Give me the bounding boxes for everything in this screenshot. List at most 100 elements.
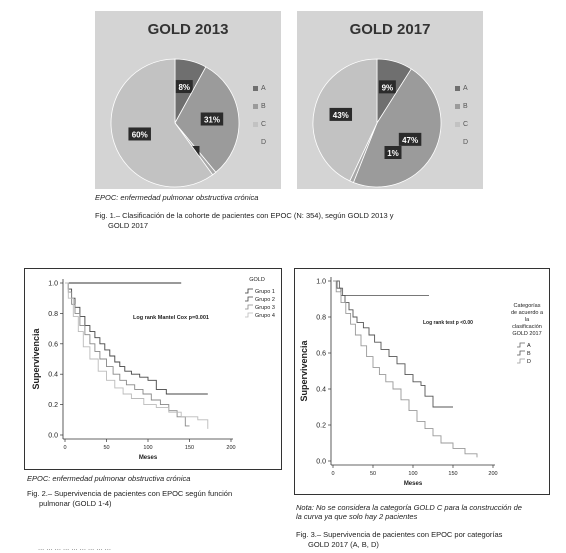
abbreviation-note-2: EPOC: enfermedad pulmonar obstructiva cr… <box>27 474 191 483</box>
log-rank-annotation: Log rank test p <0.00 <box>423 320 473 326</box>
legend-label: A <box>463 85 468 92</box>
pie-data-label-c: 43% <box>329 107 353 121</box>
survival-curve-grupo-4 <box>65 282 209 429</box>
x-axis-label: Meses <box>404 481 423 487</box>
svg-text:1%: 1% <box>387 149 399 158</box>
figure-2-caption-line-1: Fig. 2.– Supervivencia de pacientes con … <box>27 489 233 498</box>
pie-chart-gold-2017: 9% 47%1% 43% <box>312 58 442 188</box>
legend-label: B <box>463 103 468 110</box>
y-tick-label: 1.0 <box>316 279 326 286</box>
legend-label: C <box>261 121 267 128</box>
pie-data-label-a: 9% <box>378 80 396 94</box>
y-tick-label: 0.8 <box>316 315 326 322</box>
pie-legend-item-a: A <box>253 85 266 92</box>
pie-legend-item-c: C <box>455 121 468 128</box>
legend-title: la <box>525 317 530 323</box>
legend-swatch <box>455 104 460 109</box>
figure-1-caption-line-2: GOLD 2017 <box>108 221 149 230</box>
svg-text:47%: 47% <box>402 136 418 145</box>
legend-title: clasificación <box>512 324 542 330</box>
legend-swatch <box>253 86 258 91</box>
pie-legend-item-c: C <box>253 121 266 128</box>
y-tick-label: 0.6 <box>48 341 58 348</box>
survival-chart-gold-1-4: 0.0 0.2 0.4 0.6 0.8 1.0 0 50 100 150 200 Meses Super… <box>31 277 275 461</box>
pie-legend-item-b: B <box>455 103 468 110</box>
pie-slice-c <box>110 58 214 188</box>
svg-text:8%: 8% <box>178 83 190 92</box>
legend-swatch <box>253 104 258 109</box>
legend-swatch <box>455 86 460 91</box>
x-tick-label: 150 <box>185 445 194 451</box>
pie-title-gold-2017: GOLD 2017 <box>349 21 431 38</box>
survival-curve-grupo-3 <box>65 282 190 427</box>
survival-curve-d <box>333 280 478 458</box>
survival-curve-grupo-2 <box>65 282 208 395</box>
legend-entry: A <box>527 343 531 349</box>
x-axis-label: Meses <box>139 455 158 461</box>
legend-entry: Grupo 3 <box>255 305 275 311</box>
x-tick-label: 100 <box>408 471 417 477</box>
pie-chart-gold-2013: 8%31%1%60% <box>110 58 240 188</box>
figure-1-caption-line-1: Fig. 1.– Clasificación de la cohorte de … <box>95 211 394 220</box>
survival-chart-gold-2017: 0.0 0.2 0.4 0.6 0.8 1.0 0 50 100 150 200 Meses Super… <box>299 277 544 487</box>
pie-panel-gold-2017: GOLD 2017 9% 47% 1% 43% A B C D <box>297 11 483 189</box>
legend-entry: B <box>527 351 531 357</box>
figure-3-caption-line-1: Fig. 3.– Supervivencia de pacientes con … <box>296 530 503 539</box>
figure-3-frame: 0.0 0.2 0.4 0.6 0.8 1.0 0 50 100 150 200 Meses Super… <box>294 268 550 495</box>
y-axis-label: Supervivencia <box>299 339 309 401</box>
pie-data-label-c: 60% <box>128 127 151 141</box>
cut-off-text: ... ... ... ... ... ... ... ... ... <box>38 543 111 552</box>
y-tick-label: 1.0 <box>48 281 58 288</box>
legend-swatch <box>253 122 258 127</box>
figure-2-caption-line-2: pulmonar (GOLD 1-4) <box>39 499 112 508</box>
legend-label: A <box>261 85 266 92</box>
pie-legend-item-d: D <box>455 139 468 146</box>
legend-title: de acuerdo a <box>511 310 544 316</box>
x-tick-label: 150 <box>448 471 457 477</box>
survival-curve-a <box>333 280 429 296</box>
log-rank-annotation: Log rank Mantel Cox p=0.001 <box>133 315 209 321</box>
pie-legend-item-d: D <box>253 139 266 146</box>
pie-slice-b <box>352 68 442 188</box>
y-tick-label: 0.2 <box>316 423 326 430</box>
legend-swatch <box>455 122 460 127</box>
legend-entry: Grupo 1 <box>255 289 275 295</box>
legend-title: GOLD 2017 <box>512 331 541 337</box>
x-tick-label: 100 <box>143 445 152 451</box>
legend-label: D <box>261 139 267 146</box>
pie-legend-item-b: B <box>253 103 266 110</box>
y-tick-label: 0.2 <box>48 402 58 409</box>
svg-text:60%: 60% <box>132 130 148 139</box>
legend-label: B <box>261 103 266 110</box>
x-tick-label: 200 <box>488 471 497 477</box>
x-tick-label: 0 <box>331 471 334 477</box>
pie-legend-item-a: A <box>455 85 468 92</box>
y-tick-label: 0.6 <box>316 351 326 358</box>
legend-entry: Grupo 4 <box>255 313 275 319</box>
legend-label: D <box>463 139 469 146</box>
legend-swatch <box>253 140 258 145</box>
legend-entry: D <box>527 359 531 365</box>
pie-data-label-b: 47% <box>398 132 422 146</box>
y-tick-label: 0.8 <box>48 311 58 318</box>
pie-data-label-b: 31% <box>200 112 224 126</box>
svg-text:31%: 31% <box>204 116 220 125</box>
figure-3-caption-line-2: GOLD 2017 (A, B, D) <box>308 540 379 549</box>
legend-title: Categorías <box>514 303 541 309</box>
legend-title: GOLD <box>249 277 265 283</box>
abbreviation-note-1: EPOC: enfermedad pulmonar obstructiva cr… <box>95 193 259 202</box>
x-tick-label: 50 <box>103 445 109 451</box>
chart-legend: GOLD Grupo 1 Grupo 2 Grupo 3 Grupo 4 <box>245 277 275 319</box>
figure-2-frame: 0.0 0.2 0.4 0.6 0.8 1.0 0 50 100 150 200 Meses Super… <box>24 268 282 470</box>
y-tick-label: 0.0 <box>48 433 58 440</box>
x-tick-label: 50 <box>370 471 376 477</box>
y-tick-label: 0.0 <box>316 459 326 466</box>
figure-3-note-line-1: Nota: No se considera la categoría GOLD … <box>296 503 522 512</box>
y-tick-label: 0.4 <box>316 387 326 394</box>
x-tick-label: 200 <box>226 445 235 451</box>
pie-data-label-d: 1% <box>384 146 402 159</box>
figure-3-note-line-2: la curva ya que solo hay 2 pacientes <box>296 512 418 521</box>
legend-label: C <box>463 121 469 128</box>
svg-text:43%: 43% <box>333 111 349 120</box>
